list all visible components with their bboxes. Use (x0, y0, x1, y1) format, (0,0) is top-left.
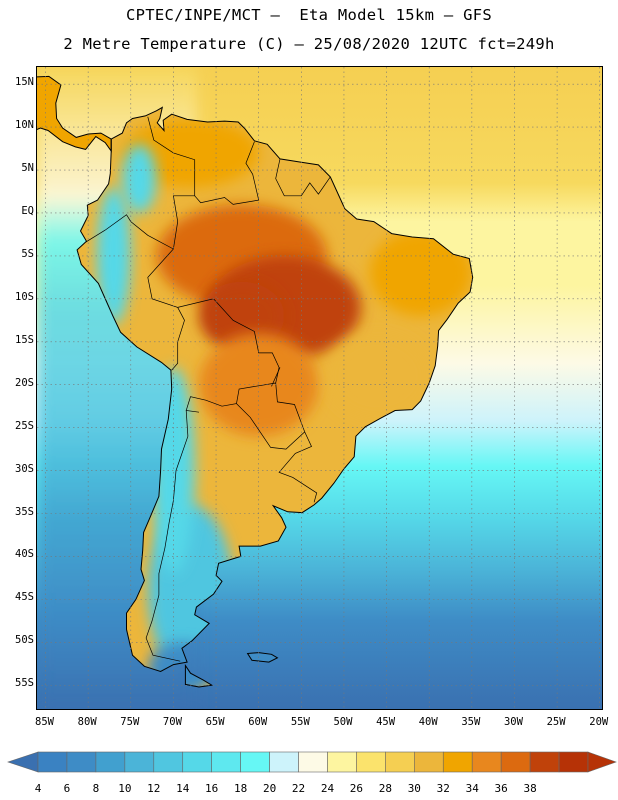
longitude-label: 45W (376, 716, 396, 728)
falkland-islands-land (247, 652, 278, 663)
colorbar-box (471, 751, 502, 773)
latitude-label: 40S (15, 548, 34, 561)
country-border (278, 431, 318, 503)
colorbar-box (385, 751, 415, 773)
longitude-label: 25W (546, 716, 566, 728)
longitude-label: 75W (120, 716, 140, 728)
coastline (76, 106, 474, 673)
colorbar-tick-label: 4 (34, 782, 42, 795)
coastline (37, 75, 112, 153)
colorbar-tick-label: 16 (205, 782, 219, 795)
latitude-label: 15N (15, 76, 34, 89)
colorbar-tick-label: 20 (262, 782, 277, 795)
colorbar-tick-label: 32 (436, 782, 450, 795)
borders (85, 116, 331, 662)
country-border (147, 248, 185, 371)
longitude-label: 55W (290, 716, 310, 728)
longitude-label: 70W (162, 716, 182, 728)
longitude-label: 65W (205, 716, 225, 728)
colorbar-box (269, 751, 299, 773)
longitude-label: 40W (418, 716, 438, 728)
colorbar-tick-label: 24 (320, 782, 335, 795)
country-border (145, 410, 189, 662)
colorbar-box (298, 751, 328, 773)
colorbar-tick-label: 28 (378, 782, 392, 795)
latitude-label: 35S (15, 505, 34, 518)
colorbar-tick-label: 12 (147, 782, 161, 795)
colorbar-left-arrow (7, 751, 39, 773)
temperature-map (36, 66, 603, 710)
central-america-land (37, 76, 112, 152)
colorbar-tick-label: 26 (349, 782, 364, 795)
temperature-region (369, 230, 472, 317)
colorbar-tick-label: 30 (407, 782, 421, 795)
country-border (85, 214, 174, 250)
lat-lon-grid (37, 67, 602, 709)
map-title: CPTEC/INPE/MCT – Eta Model 15km – GFS (125, 6, 492, 24)
country-border (194, 141, 260, 205)
colorbar-tick-label: 34 (465, 782, 479, 795)
colorbar-tick-label: 18 (234, 782, 248, 795)
latitude-label: 5N (21, 162, 34, 175)
latitude-label: 5S (21, 247, 34, 260)
longitude-label: 20W (589, 716, 609, 728)
colorbar-box (558, 751, 589, 773)
longitude-label: 30W (503, 716, 523, 728)
coastline (184, 663, 214, 688)
country-border (236, 382, 306, 450)
country-border (177, 298, 280, 384)
colorbar-box (37, 751, 68, 773)
latitude-label: 10N (15, 119, 34, 132)
latitude-label: 10S (15, 290, 34, 303)
colorbar-box (442, 751, 473, 773)
colorbar-box (500, 751, 531, 773)
temperature-region (122, 118, 259, 188)
temperature-region (326, 333, 430, 420)
longitude-label: 35W (461, 716, 481, 728)
latitude-label: 25S (15, 419, 34, 432)
colorbar-box (95, 751, 126, 773)
colorbar-box (182, 751, 212, 773)
colorbar-box (153, 751, 184, 773)
latitude-label: EQ (21, 204, 34, 217)
colorbar-box (327, 751, 357, 773)
longitude-label: 60W (248, 716, 268, 728)
country-border (147, 116, 196, 250)
latitude-label: 20S (15, 376, 34, 389)
colorbar-tick-label: 36 (494, 782, 508, 795)
colorbar-box (124, 751, 155, 773)
map-subtitle: 2 Metre Temperature (C) – 25/08/2020 12U… (63, 35, 555, 53)
country-border (185, 382, 276, 413)
latitude-label: 15S (15, 333, 34, 346)
colorbar-tick-label: 14 (176, 782, 190, 795)
colorbar-tick-label: 22 (291, 782, 306, 795)
country-border (271, 367, 281, 387)
latitude-label: 50S (15, 634, 34, 647)
colorbar-tick-label: 8 (92, 782, 100, 795)
colorbar-right-arrow (587, 751, 617, 773)
colorbar-tick-label: 6 (63, 782, 71, 795)
colorbar-box (240, 751, 270, 773)
longitude-label: 85W (35, 716, 54, 728)
temperature-region (122, 144, 157, 213)
longitude-label: 80W (77, 716, 97, 728)
country-border (275, 158, 331, 197)
map-canvas (37, 67, 602, 709)
colorbar-tick-label: 10 (118, 782, 132, 795)
colorbar-box (529, 751, 560, 773)
temperature-colorbar (7, 751, 617, 773)
latitude-label: 30S (15, 462, 34, 475)
land-temperature-field (37, 76, 473, 687)
colorbar-box (356, 751, 386, 773)
colorbar-box (414, 751, 444, 773)
colorbar-box (66, 751, 97, 773)
latitude-label: 45S (15, 591, 34, 604)
latitude-label: 55S (15, 677, 34, 690)
colorbar-box (211, 751, 241, 773)
colorbar-tick-label: 38 (523, 782, 537, 795)
longitude-label: 50W (333, 716, 353, 728)
